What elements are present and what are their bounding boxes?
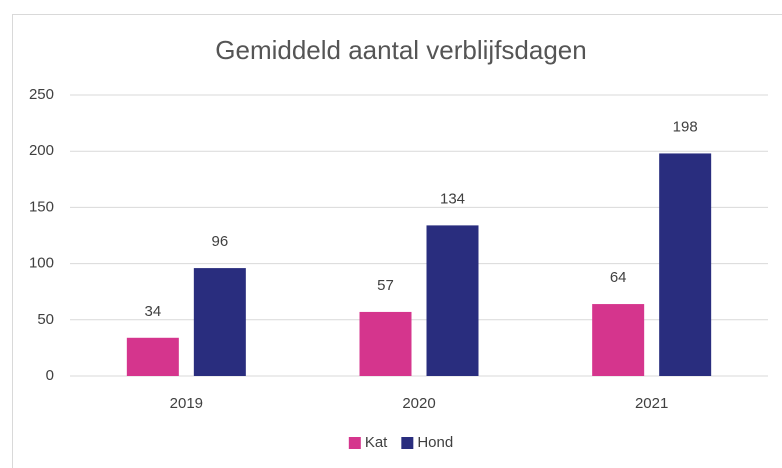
- x-tick-label: 2021: [635, 395, 668, 412]
- bar: [359, 311, 412, 376]
- y-tick-label: 200: [29, 142, 54, 159]
- bar: [659, 153, 712, 376]
- x-tick-label: 2019: [170, 395, 203, 412]
- legend-label: Kat: [365, 434, 388, 451]
- y-tick-label: 100: [29, 255, 54, 272]
- bar: [126, 337, 179, 376]
- bar: [193, 268, 246, 376]
- data-label: 134: [440, 190, 465, 207]
- chart-title: Gemiddeld aantal verblijfsdagen: [215, 35, 586, 65]
- data-label: 34: [144, 303, 161, 320]
- data-label: 198: [673, 118, 698, 135]
- legend-swatch: [348, 437, 361, 449]
- data-label: 96: [211, 233, 228, 250]
- y-tick-label: 0: [46, 367, 54, 384]
- bar: [426, 225, 479, 376]
- y-tick-label: 250: [29, 86, 54, 103]
- legend-swatch: [401, 437, 414, 449]
- bar: [592, 304, 645, 376]
- y-tick-label: 150: [29, 198, 54, 215]
- legend-label: Hond: [417, 434, 453, 451]
- chart-border: [12, 14, 782, 468]
- y-tick-label: 50: [37, 311, 54, 328]
- legend: Kat Hond: [348, 434, 453, 451]
- data-label: 57: [377, 277, 394, 294]
- data-label: 64: [610, 269, 627, 286]
- x-tick-label: 2020: [402, 395, 435, 412]
